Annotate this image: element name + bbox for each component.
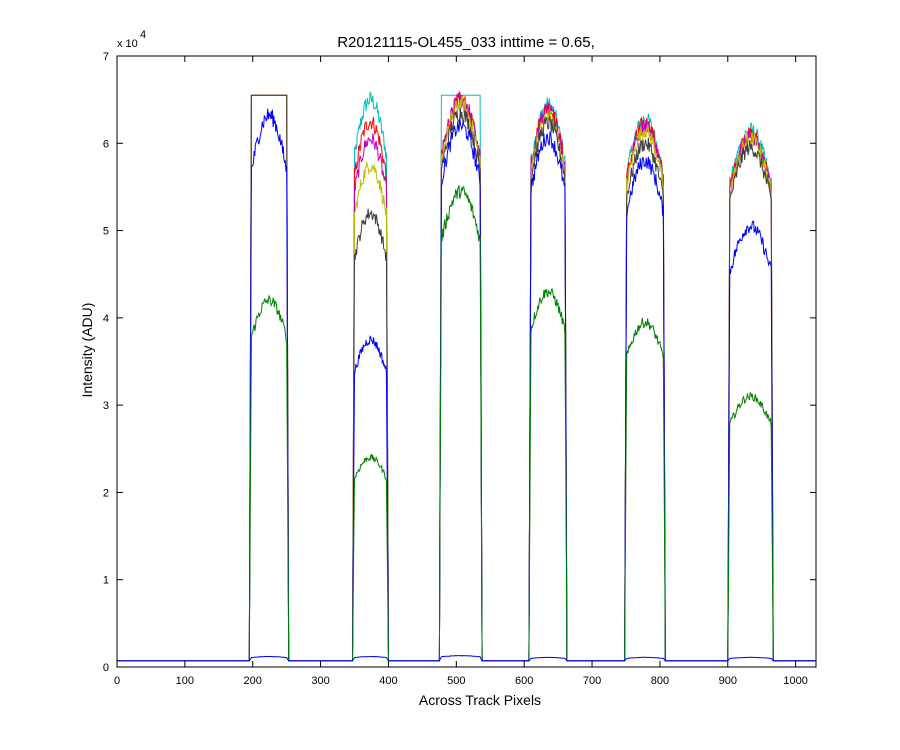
y-multiplier-base: x 10 — [117, 38, 138, 50]
series-layer — [117, 91, 816, 662]
x-tick-label: 1000 — [783, 675, 807, 687]
x-tick-label: 700 — [583, 675, 601, 687]
series-line-7 — [117, 654, 816, 662]
y-tick-label: 6 — [103, 138, 109, 150]
y-tick-label: 5 — [103, 226, 109, 238]
y-tick-label: 7 — [103, 51, 109, 63]
plot-background — [117, 56, 816, 667]
y-tick-label: 1 — [103, 575, 109, 587]
x-tick-label: 200 — [244, 675, 262, 687]
x-tick-label: 800 — [651, 675, 669, 687]
y-tick-label: 3 — [103, 400, 109, 412]
y-tick-label: 2 — [103, 487, 109, 499]
y-axis-label: Intensity (ADU) — [79, 303, 95, 398]
chart-title: R20121115-OL455_033 inttime = 0.65, — [337, 34, 595, 51]
y-tick-label: 4 — [103, 313, 109, 325]
tick-layer: 0 100 200 300 400 500 600 700 800 900 1000 0 1 2 3 4 5 6 7 — [103, 51, 816, 687]
x-tick-label: 100 — [176, 675, 194, 687]
plot-frame — [116, 55, 817, 668]
y-tick-label: 0 — [103, 662, 109, 674]
x-tick-label: 900 — [719, 675, 737, 687]
x-tick-label: 400 — [379, 675, 397, 687]
x-tick-label: 500 — [447, 675, 465, 687]
x-axis-label: Across Track Pixels — [419, 692, 541, 708]
x-tick-label: 600 — [515, 675, 533, 687]
y-multiplier-exponent: 4 — [140, 29, 146, 41]
x-tick-label: 0 — [114, 675, 120, 687]
x-tick-label: 300 — [311, 675, 329, 687]
